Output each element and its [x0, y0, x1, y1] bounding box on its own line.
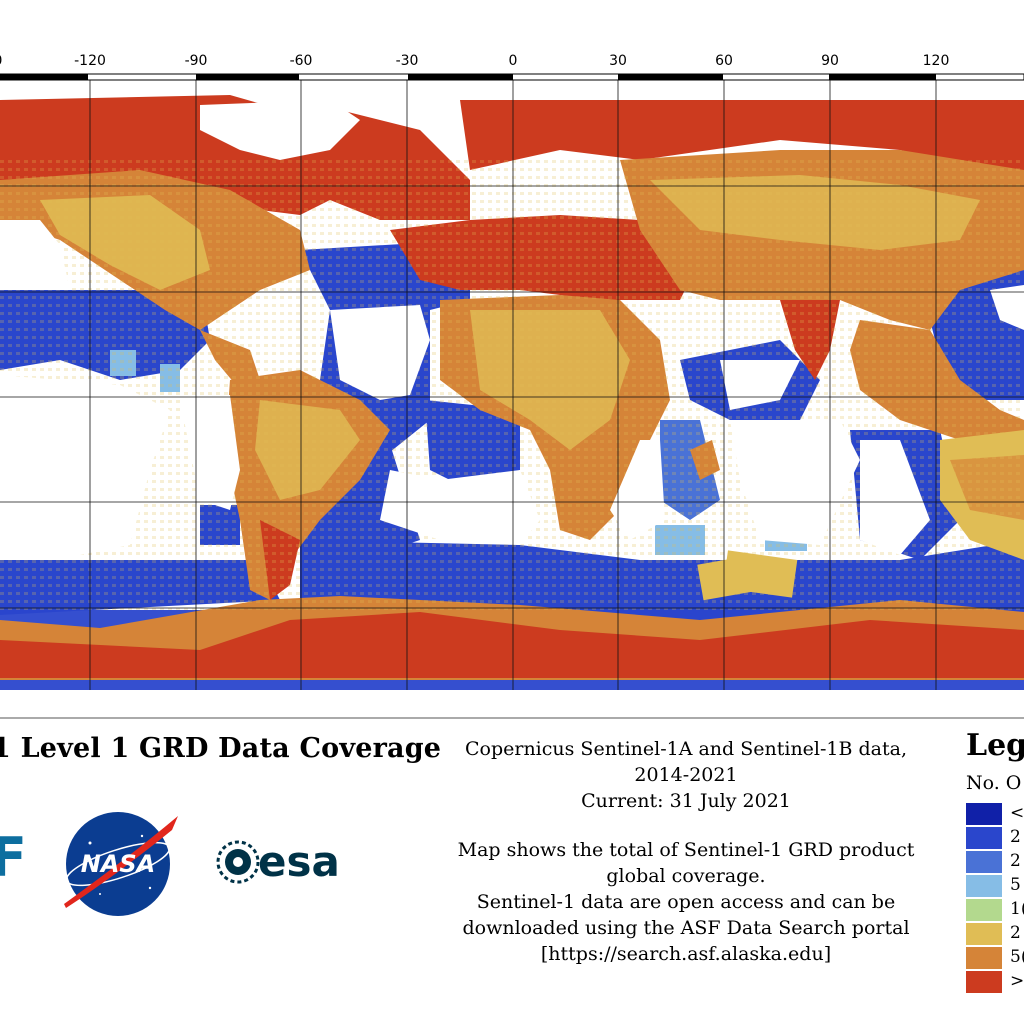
legend-label: 2	[1010, 923, 1021, 943]
legend-swatch	[966, 923, 1002, 945]
coverage-map: 0 -120 -90 -60 -30 0 30 60 90 120	[0, 53, 1024, 720]
legend-subtitle: No. O	[966, 772, 1022, 794]
legend-swatch	[966, 803, 1002, 825]
legend-swatch	[966, 971, 1002, 993]
description-line: Map shows the total of Sentinel-1 GRD pr…	[457, 839, 915, 861]
longitude-label: 30	[609, 53, 627, 69]
longitude-label: 0	[0, 53, 2, 69]
legend-swatch	[966, 827, 1002, 849]
longitude-label: 0	[508, 53, 518, 69]
legend-label: 5(	[1010, 947, 1024, 967]
asf-logo: F	[0, 826, 27, 889]
greenland-area	[200, 100, 360, 160]
description-line: Current: 31 July 2021	[581, 790, 791, 812]
map-description: Copernicus Sentinel-1A and Sentinel-1B d…	[436, 736, 936, 967]
graticule	[0, 80, 1024, 690]
longitude-label: 90	[821, 53, 839, 69]
description-line: 2014-2021	[634, 764, 738, 786]
svg-text:NASA: NASA	[81, 850, 156, 878]
longitude-label: -90	[184, 53, 208, 69]
longitude-label: -60	[289, 53, 313, 69]
legend-swatch	[966, 851, 1002, 873]
description-line: Copernicus Sentinel-1A and Sentinel-1B d…	[464, 738, 908, 760]
nasa-meatball-icon: NASA	[64, 812, 178, 916]
esa-logo-mark: esa	[216, 837, 340, 886]
longitude-label: -120	[74, 53, 106, 69]
description-line: downloaded using the ASF Data Search por…	[462, 917, 910, 939]
description-line: global coverage.	[606, 865, 766, 887]
longitude-label: 120	[922, 53, 950, 69]
legend-label: 5	[1010, 875, 1021, 895]
legend-swatch	[966, 947, 1002, 969]
description-line: [https://search.asf.alaska.edu]	[540, 943, 832, 965]
svg-text:esa: esa	[258, 837, 340, 886]
legend-label: 1(	[1010, 899, 1024, 919]
legend-swatch	[966, 899, 1002, 921]
map-title: 1 Level 1 GRD Data Coverage	[0, 733, 442, 764]
longitude-label: -30	[395, 53, 419, 69]
esa-logo: esa	[214, 832, 384, 896]
coverage-map-svg	[0, 73, 1024, 720]
legend-label: >	[1010, 971, 1024, 991]
legend-title: Leg	[966, 728, 1024, 763]
legend-label: 2	[1010, 851, 1021, 871]
legend-label: 2	[1010, 827, 1021, 847]
nasa-logo: NASA	[60, 808, 180, 922]
longitude-scale-bar	[0, 73, 1024, 81]
legend-swatch	[966, 875, 1002, 897]
legend-label: <	[1010, 803, 1024, 823]
longitude-label: 60	[715, 53, 733, 69]
description-line: Sentinel-1 data are open access and can …	[476, 891, 896, 913]
no-coverage-areas	[0, 220, 1024, 560]
